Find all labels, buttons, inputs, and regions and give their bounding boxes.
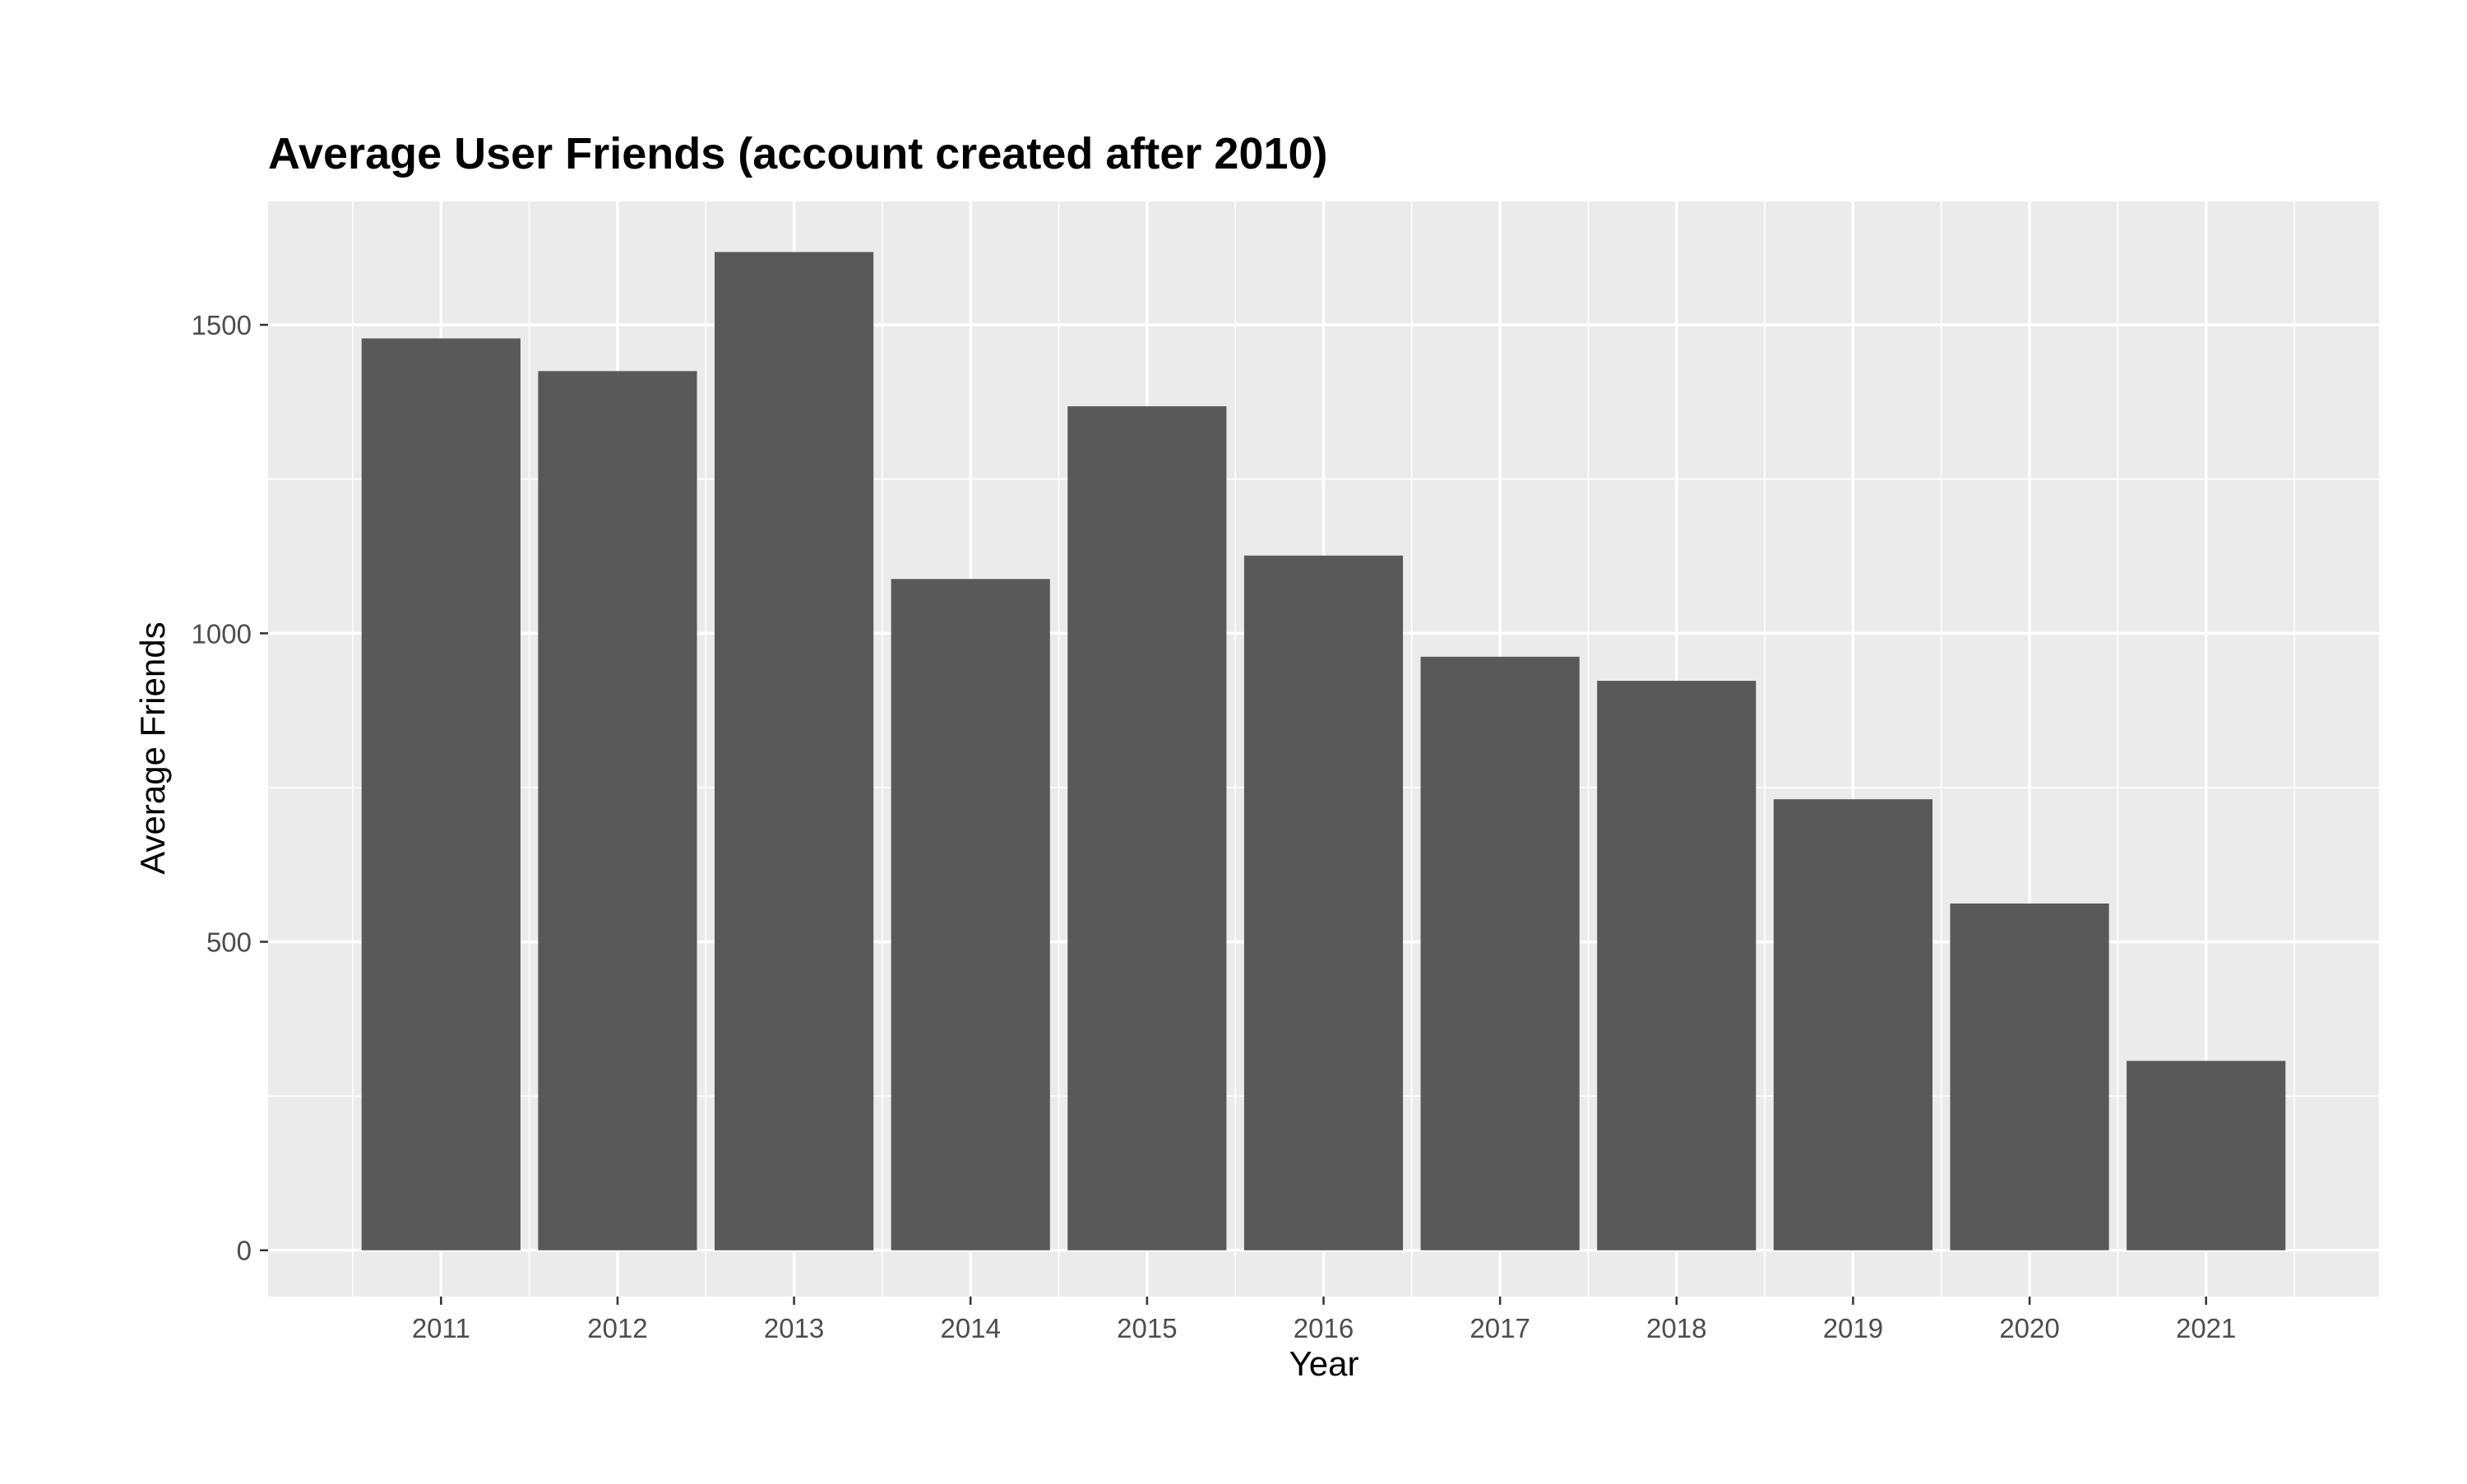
x-tick-label: 2014 (941, 1313, 1001, 1343)
x-tick-label: 2019 (1823, 1313, 1883, 1343)
y-axis-title: Average Friends (133, 622, 172, 874)
bar-2014 (891, 579, 1050, 1251)
x-tick-label: 2018 (1646, 1313, 1706, 1343)
x-axis-title: Year (1289, 1344, 1359, 1383)
bar-2013 (715, 252, 874, 1251)
bar-2015 (1067, 406, 1227, 1251)
x-tick-label: 2011 (412, 1313, 470, 1343)
chart-title: Average User Friends (account created af… (268, 129, 1328, 178)
bar-2019 (1773, 799, 1932, 1251)
x-tick-label: 2021 (2176, 1313, 2236, 1343)
x-tick-label: 2015 (1117, 1313, 1177, 1343)
x-tick-label: 2017 (1470, 1313, 1530, 1343)
bars (361, 252, 2286, 1251)
x-tick-label: 2016 (1294, 1313, 1354, 1343)
x-axis: 2011 2012 2013 2014 2015 2016 2017 2018 2019 2020… (412, 1297, 2236, 1343)
bar-2017 (1420, 656, 1580, 1251)
y-tick-label: 500 (206, 927, 252, 958)
bar-2021 (2127, 1061, 2286, 1251)
bar-2012 (538, 371, 697, 1251)
bar-2020 (1950, 903, 2109, 1251)
y-axis: 0 500 1000 1500 (192, 310, 268, 1266)
y-tick-label: 1500 (192, 310, 252, 340)
bar-2011 (361, 338, 521, 1251)
y-tick-label: 0 (237, 1236, 252, 1266)
x-tick-label: 2012 (587, 1313, 647, 1343)
bar-2016 (1243, 555, 1404, 1251)
x-tick-label: 2013 (764, 1313, 824, 1343)
y-tick-label: 1000 (192, 618, 252, 649)
x-tick-label: 2020 (1999, 1313, 2059, 1343)
bar-2018 (1597, 681, 1757, 1251)
